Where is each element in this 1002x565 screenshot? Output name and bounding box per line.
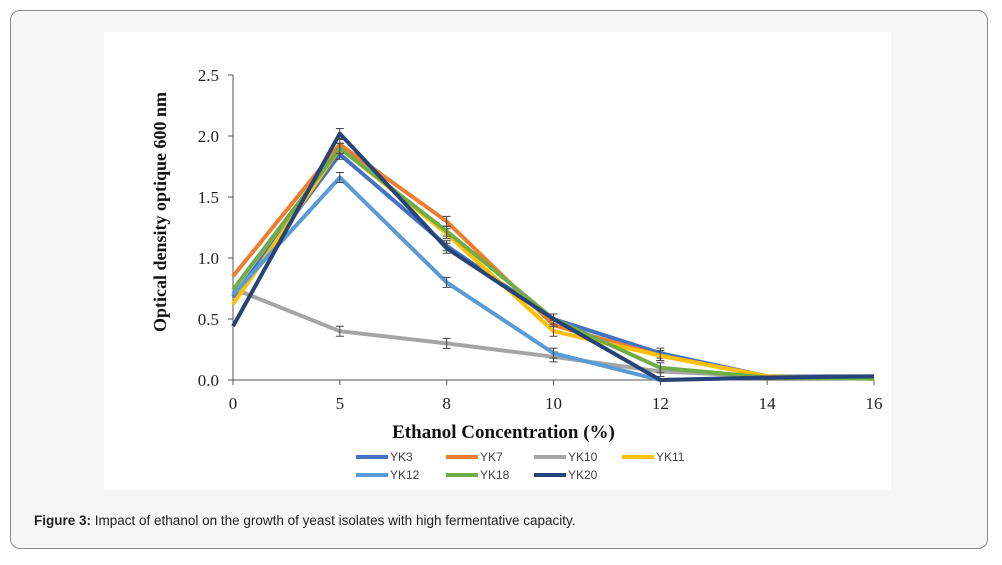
y-tick-label: 2.5 <box>198 66 219 85</box>
x-tick-label: 5 <box>336 394 345 413</box>
x-tick-label: 0 <box>229 394 238 413</box>
error-bar <box>335 142 344 154</box>
series-line-yk11 <box>231 146 875 381</box>
error-bar <box>549 313 558 325</box>
error-bar <box>656 362 665 374</box>
series-line-yk18 <box>231 146 875 381</box>
legend-label-yk10: YK10 <box>568 450 598 464</box>
y-tick-label: 1.5 <box>198 188 219 207</box>
legend-label-yk20: YK20 <box>568 468 598 482</box>
legend-label-yk18: YK18 <box>480 468 510 482</box>
x-axis-title: Ethanol Concentration (%) <box>392 422 615 443</box>
y-tick-label: 0.5 <box>198 310 219 329</box>
legend-label-yk7: YK7 <box>480 450 503 464</box>
y-tick-label: 2.0 <box>198 127 219 146</box>
figure-caption: Figure 3: Impact of ethanol on the growt… <box>34 513 576 528</box>
error-bar <box>549 325 558 337</box>
y-tick-label: 1.0 <box>198 249 219 268</box>
x-tick-label: 14 <box>759 394 777 413</box>
error-bar <box>335 128 344 140</box>
error-bar <box>335 325 344 337</box>
x-tick-label: 10 <box>545 394 562 413</box>
x-tick-label: 12 <box>652 394 669 413</box>
x-tick-label: 16 <box>866 394 883 413</box>
legend-label-yk3: YK3 <box>390 450 413 464</box>
y-axis-title: Optical density optique 600 nm <box>150 92 170 332</box>
caption-text: Impact of ethanol on the growth of yeast… <box>91 513 576 528</box>
error-bar <box>442 225 451 237</box>
series-line-yk7 <box>231 142 875 380</box>
x-tick-label: 8 <box>442 394 451 413</box>
y-tick-label: 0.0 <box>198 371 219 390</box>
error-bar <box>656 350 665 362</box>
error-bar <box>549 347 558 359</box>
caption-label: Figure 3: <box>34 513 92 528</box>
legend-label-yk12: YK12 <box>390 468 420 482</box>
chart-area <box>104 32 891 490</box>
error-bar <box>442 242 451 254</box>
error-bar <box>442 337 451 349</box>
error-bar <box>335 171 344 183</box>
error-bar <box>442 276 451 288</box>
legend-label-yk11: YK11 <box>656 450 685 464</box>
